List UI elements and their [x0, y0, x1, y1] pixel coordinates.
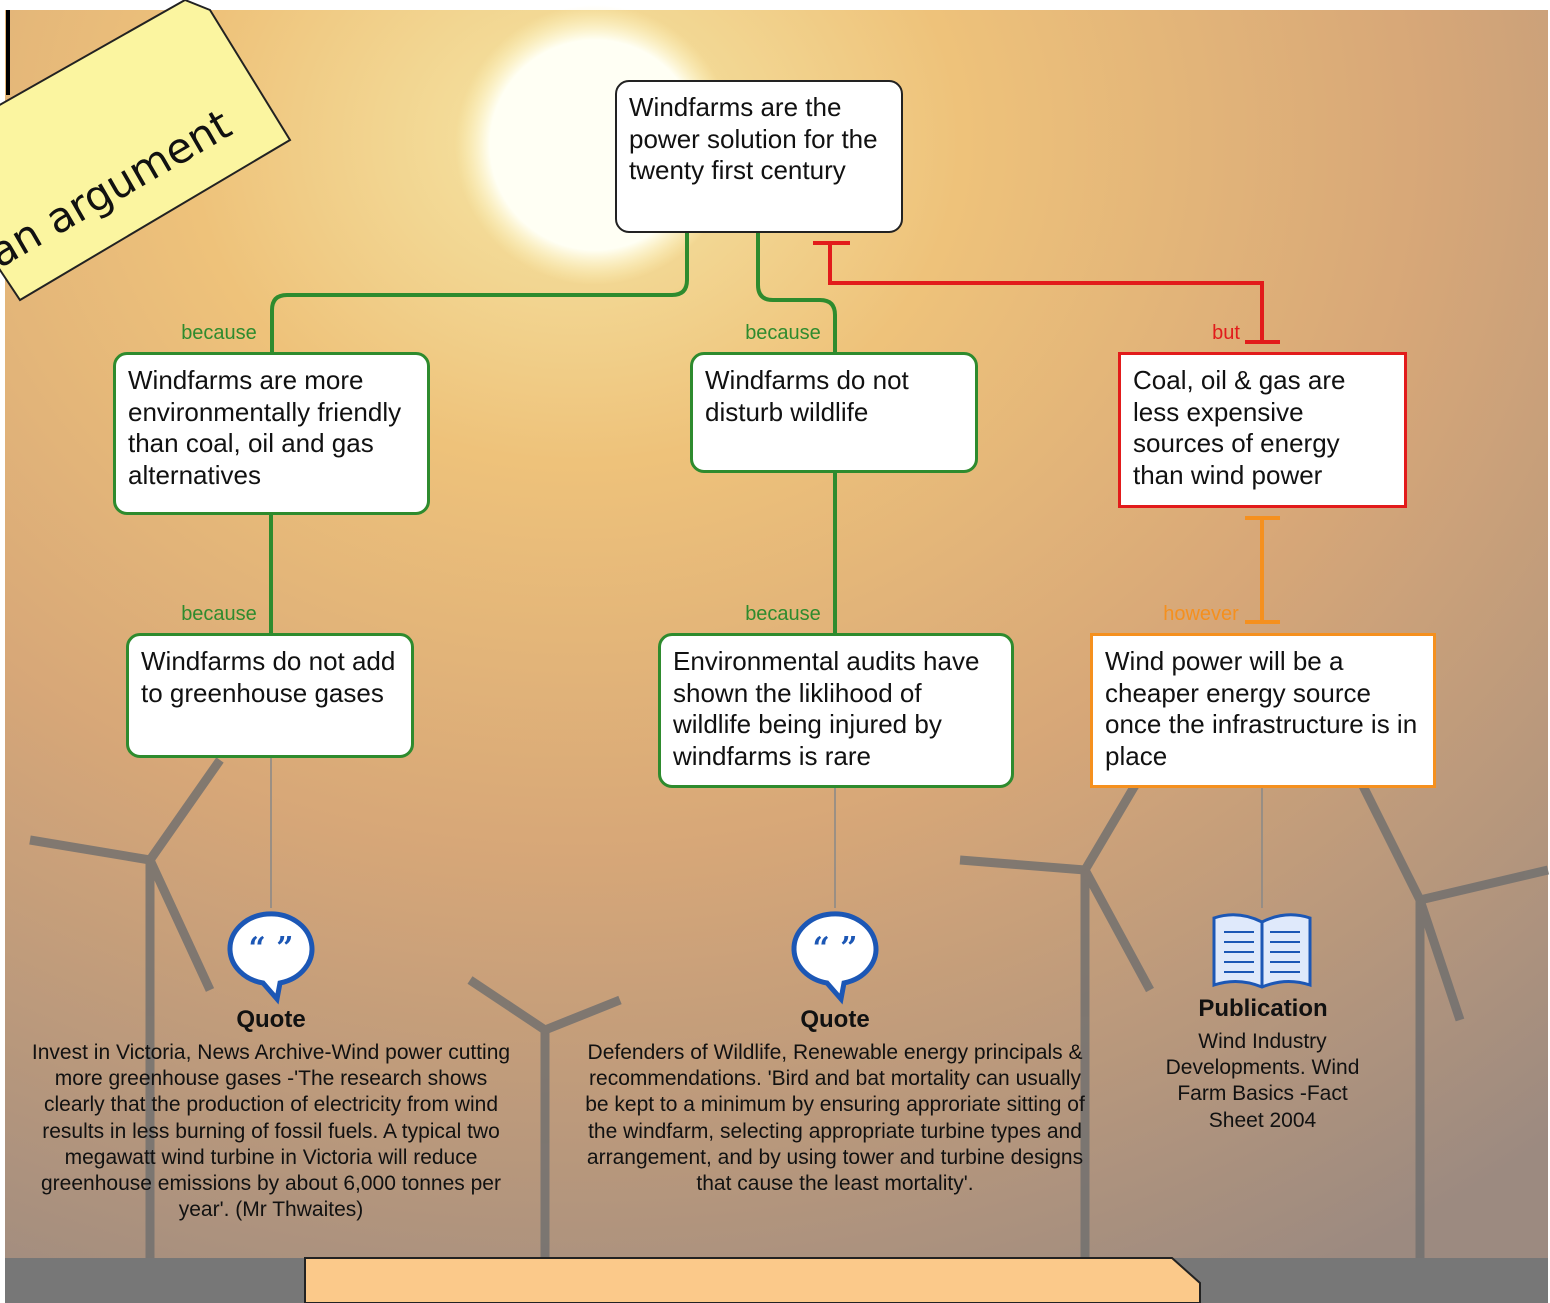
claim: Windfarms are the power solution for the…	[615, 80, 903, 233]
source-text: Wind Industry Developments. Wind Farm Ba…	[1160, 1029, 1365, 1134]
objection: Coal, oil & gas are less expensive sourc…	[1118, 352, 1407, 508]
source-type: Quote	[236, 1006, 305, 1034]
svg-text:“ ”: “ ”	[813, 931, 858, 966]
premise: Windfarms do not disturb wildlife	[690, 352, 978, 473]
source-type: Publication	[1198, 995, 1327, 1023]
argument-map: “ ” “ ” an argument Windfarms are the po…	[0, 0, 1550, 1303]
premise: Windfarms are more environmentally frien…	[113, 352, 430, 515]
premise: Windfarms do not add to greenhouse gases	[126, 633, 414, 758]
link-label: however	[1163, 603, 1239, 626]
premise: Environmental audits have shown the likl…	[658, 633, 1014, 788]
source-type: Quote	[800, 1006, 869, 1034]
svg-text:“ ”: “ ”	[249, 931, 294, 966]
rebuttal: Wind power will be a cheaper energy sour…	[1090, 633, 1436, 788]
source-text: Invest in Victoria, News Archive-Wind po…	[30, 1040, 512, 1223]
link-label: but	[1212, 322, 1240, 345]
source-text: Defenders of Wildlife, Renewable energy …	[580, 1040, 1090, 1197]
book-icon	[1214, 915, 1310, 987]
link-label: because	[181, 603, 257, 626]
link-label: because	[745, 603, 821, 626]
link-label: because	[745, 322, 821, 345]
link-label: because	[181, 322, 257, 345]
